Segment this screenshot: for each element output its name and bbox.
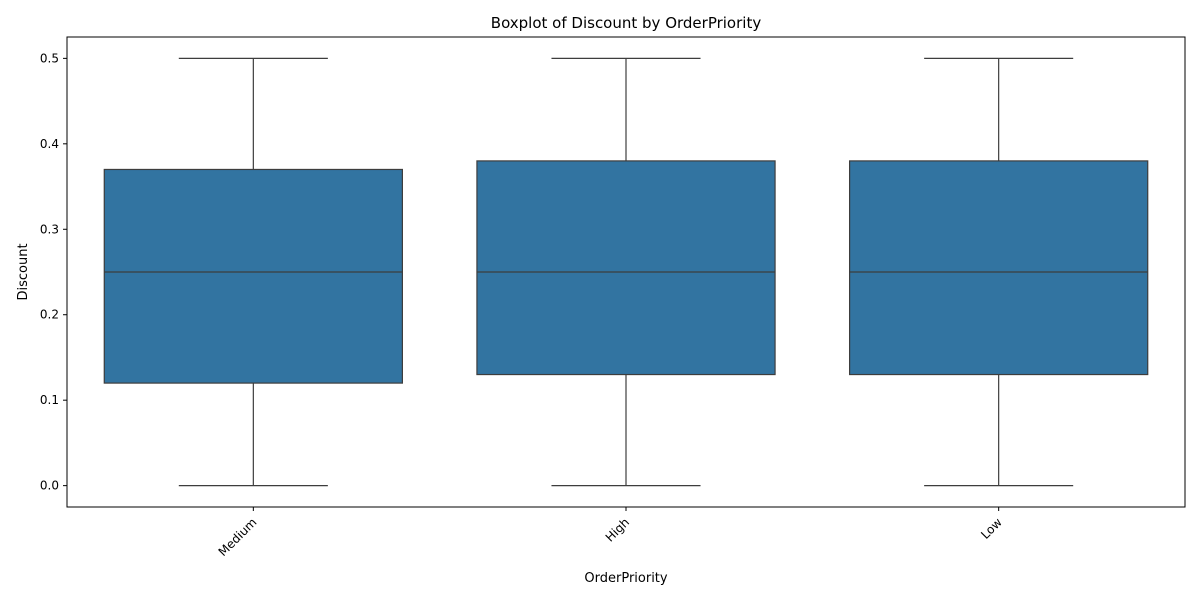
y-tick-label: 0.1 (40, 393, 59, 407)
box-medium (103, 57, 404, 487)
y-axis: 0.0 0.1 0.2 0.3 0.4 0.5 (40, 51, 67, 493)
x-axis-label: OrderPriority (584, 571, 668, 586)
chart-title: Boxplot of Discount by OrderPriority (491, 14, 762, 32)
y-tick-label: 0.5 (40, 51, 59, 65)
y-tick-label: 0.0 (40, 479, 59, 493)
x-tick-label: Medium (216, 515, 260, 559)
y-tick-label: 0.4 (40, 137, 59, 151)
y-tick-label: 0.3 (40, 222, 59, 236)
x-tick-label: Low (978, 515, 1005, 542)
y-tick-label: 0.2 (40, 308, 59, 322)
box-iqr (476, 160, 776, 376)
box-high (476, 57, 776, 487)
box-iqr (848, 160, 1149, 376)
x-axis: Medium High Low (216, 507, 1005, 559)
box-low (848, 57, 1149, 487)
y-axis-label: Discount (16, 243, 31, 300)
box-iqr (103, 168, 404, 384)
plot-area (66, 36, 1186, 508)
x-tick-label: High (603, 515, 632, 544)
